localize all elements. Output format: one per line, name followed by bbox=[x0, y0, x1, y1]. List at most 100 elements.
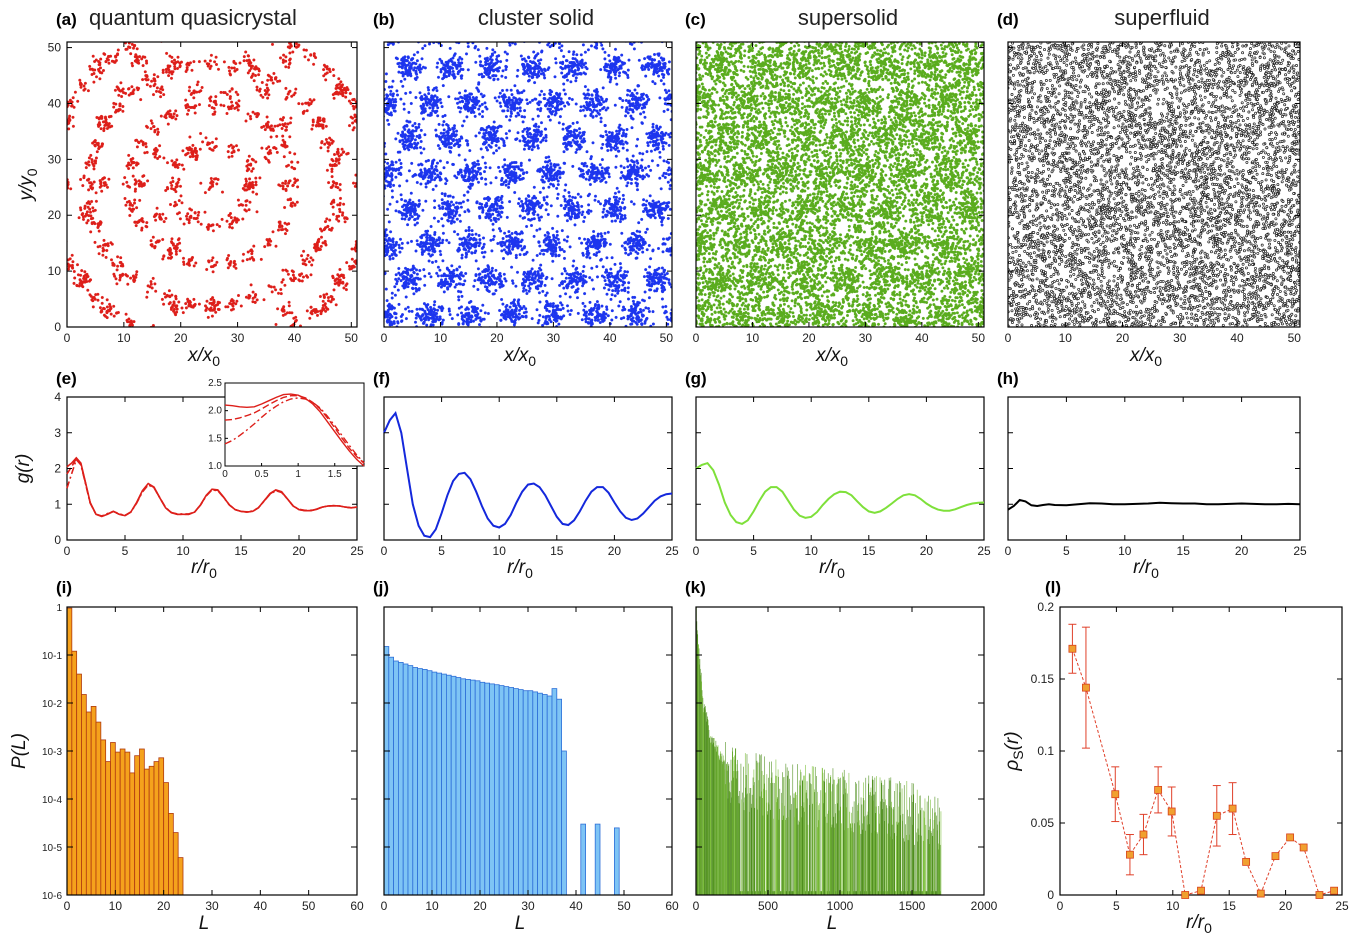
bar-k-574 bbox=[778, 819, 780, 895]
point-l-14 bbox=[1286, 833, 1295, 842]
bar-k-1219 bbox=[871, 795, 873, 895]
xlabel-c-main: x/x bbox=[815, 345, 842, 366]
xlabel-f-sub: 0 bbox=[525, 565, 533, 581]
panel-label-e: (e) bbox=[56, 369, 77, 388]
bar-k-319 bbox=[741, 891, 743, 895]
bar-k-1516 bbox=[914, 844, 915, 895]
bar-j-19 bbox=[474, 680, 481, 896]
bar-k-211 bbox=[726, 763, 727, 895]
bar-k-1465 bbox=[906, 809, 908, 895]
bar-k-1642 bbox=[932, 836, 934, 895]
bar-k-145 bbox=[716, 747, 718, 895]
point-l-15 bbox=[1299, 843, 1308, 852]
bar-k-1555 bbox=[919, 795, 921, 895]
point-l-11 bbox=[1242, 857, 1251, 866]
bar-k-919 bbox=[828, 810, 829, 895]
bar-k-739 bbox=[802, 781, 803, 895]
bar-k-289 bbox=[737, 770, 739, 895]
bar-k-736 bbox=[801, 779, 803, 895]
bar-k-586 bbox=[780, 891, 781, 895]
bar-i-18 bbox=[153, 761, 160, 896]
bar-k-1324 bbox=[886, 808, 888, 895]
ytick-label-i-5: 10-5 bbox=[42, 843, 62, 854]
bar-k-100 bbox=[710, 742, 711, 895]
bar-k-1603 bbox=[926, 801, 928, 895]
bar-k-916 bbox=[827, 773, 829, 895]
panel-a: 0 10 20 30 40 50 0 10 20 30 40 50 (a) quantum quasicr… bbox=[48, 5, 359, 345]
bar-k-1126 bbox=[858, 803, 859, 895]
xlabel-l: r/r0 bbox=[1186, 912, 1212, 936]
bar-j-15 bbox=[455, 677, 462, 896]
bar-i-22 bbox=[172, 832, 179, 896]
bar-k-133 bbox=[715, 746, 716, 895]
frame-h bbox=[1007, 396, 1301, 541]
bar-k-565 bbox=[777, 797, 778, 895]
series-g-0 bbox=[695, 461, 985, 525]
bar-k-199 bbox=[724, 769, 726, 895]
bar-k-922 bbox=[828, 783, 830, 895]
bar-k-1393 bbox=[896, 821, 898, 895]
ytick-label-l-4: 0.2 bbox=[1037, 600, 1054, 614]
bar-j-7 bbox=[417, 668, 423, 896]
bar-k-310 bbox=[740, 763, 742, 895]
xtick-label-d-2: 20 bbox=[1116, 331, 1130, 345]
bar-k-970 bbox=[835, 891, 837, 895]
bar-k-265 bbox=[734, 755, 735, 895]
bar-k-934 bbox=[830, 775, 832, 895]
bar-k-832 bbox=[815, 891, 817, 895]
bar-k-502 bbox=[768, 777, 769, 895]
ylabel-a: y/y0 bbox=[16, 168, 40, 202]
bar-k-1354 bbox=[890, 807, 892, 895]
bar-j-4 bbox=[402, 663, 409, 896]
bar-k-661 bbox=[791, 804, 792, 895]
bar-k-223 bbox=[728, 765, 729, 895]
bar-k-1585 bbox=[924, 817, 925, 895]
bar-k-1165 bbox=[863, 800, 865, 895]
bar-k-592 bbox=[781, 792, 782, 895]
bar-k-595 bbox=[781, 803, 783, 895]
bar-k-823 bbox=[814, 792, 816, 895]
bar-k-1486 bbox=[909, 816, 911, 895]
bar-k-1690 bbox=[939, 807, 940, 895]
xtick-label-d-5: 50 bbox=[1288, 331, 1302, 345]
bar-k-19 bbox=[698, 648, 700, 895]
panel-label-c: (c) bbox=[685, 10, 706, 29]
bar-j-30 bbox=[527, 690, 534, 896]
bar-k-148 bbox=[717, 746, 718, 895]
bar-k-1588 bbox=[924, 798, 926, 895]
bar-k-544 bbox=[774, 891, 775, 895]
bar-k-1552 bbox=[919, 795, 921, 895]
bar-k-190 bbox=[723, 761, 724, 895]
bar-k-166 bbox=[719, 753, 721, 895]
bar-k-829 bbox=[815, 891, 816, 895]
xlabel-g: r/r0 bbox=[819, 557, 845, 581]
ytick-label-i-6: 10-6 bbox=[42, 891, 62, 902]
ylabel-i: P(L) bbox=[9, 733, 30, 769]
bar-k-1306 bbox=[884, 821, 885, 895]
panel-label-g: (g) bbox=[685, 369, 707, 388]
point-l-13 bbox=[1271, 852, 1280, 861]
bar-k-1171 bbox=[864, 891, 866, 895]
bar-k-1177 bbox=[865, 777, 867, 895]
bar-k-1621 bbox=[929, 826, 930, 895]
xtick-label-c-2: 20 bbox=[802, 331, 816, 345]
bar-k-523 bbox=[771, 761, 772, 895]
xtick-label-l-1: 5 bbox=[1113, 899, 1120, 913]
bar-k-1534 bbox=[916, 789, 918, 895]
bar-k-913 bbox=[827, 813, 829, 895]
ytick-label-a-0: 0 bbox=[54, 320, 61, 334]
ytick-label-a-4: 40 bbox=[48, 96, 62, 110]
bars-i bbox=[66, 607, 184, 896]
bar-k-1579 bbox=[923, 810, 924, 895]
inset-ytick-label-0: 1.0 bbox=[208, 461, 222, 472]
bar-k-82 bbox=[707, 719, 709, 895]
bar-k-409 bbox=[754, 891, 756, 895]
xtick-label-g-1: 5 bbox=[750, 544, 757, 558]
bar-k-766 bbox=[806, 790, 807, 895]
ylabel-l: ρS(r) bbox=[1002, 731, 1026, 771]
bar-k-499 bbox=[767, 802, 769, 895]
bar-i-21 bbox=[168, 813, 174, 896]
bar-k-568 bbox=[777, 769, 779, 895]
xtick-label-k-0: 0 bbox=[693, 899, 700, 913]
bar-k-1144 bbox=[860, 797, 862, 895]
